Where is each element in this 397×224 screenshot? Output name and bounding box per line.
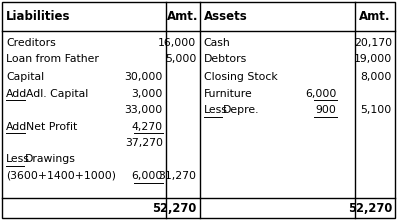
Text: Amt.: Amt.: [167, 10, 198, 23]
Text: Depre.: Depre.: [223, 105, 259, 115]
Text: 37,270: 37,270: [125, 138, 163, 148]
Text: Cash: Cash: [204, 38, 230, 47]
Text: 30,000: 30,000: [124, 72, 163, 82]
Text: 20,170: 20,170: [354, 38, 392, 47]
Text: 3,000: 3,000: [131, 89, 163, 99]
Text: 5,100: 5,100: [360, 105, 392, 115]
Text: 4,270: 4,270: [132, 122, 163, 131]
Text: Less: Less: [204, 105, 227, 115]
Text: 6,000: 6,000: [305, 89, 337, 99]
Text: Drawings: Drawings: [25, 155, 76, 164]
Text: 33,000: 33,000: [125, 105, 163, 115]
Text: (3600+1400+1000): (3600+1400+1000): [6, 171, 116, 181]
Text: 900: 900: [316, 105, 337, 115]
Text: Loan from Father: Loan from Father: [6, 54, 99, 64]
Text: Less: Less: [6, 155, 30, 164]
Text: Amt.: Amt.: [359, 10, 391, 23]
Text: Add: Add: [6, 122, 27, 131]
Text: 31,270: 31,270: [158, 171, 197, 181]
Text: Capital: Capital: [6, 72, 44, 82]
Text: Add: Add: [6, 89, 27, 99]
Text: Adl. Capital: Adl. Capital: [26, 89, 89, 99]
Text: Debtors: Debtors: [204, 54, 247, 64]
Text: 16,000: 16,000: [158, 38, 197, 47]
Text: Liabilities: Liabilities: [6, 10, 70, 23]
Text: 19,000: 19,000: [354, 54, 392, 64]
Text: 5,000: 5,000: [165, 54, 197, 64]
Text: Assets: Assets: [204, 10, 247, 23]
Text: Furniture: Furniture: [204, 89, 252, 99]
Text: 52,270: 52,270: [348, 202, 392, 215]
FancyBboxPatch shape: [2, 2, 395, 218]
Text: Net Profit: Net Profit: [26, 122, 77, 131]
Text: 6,000: 6,000: [131, 171, 163, 181]
Text: Closing Stock: Closing Stock: [204, 72, 278, 82]
Text: 52,270: 52,270: [152, 202, 197, 215]
Text: Creditors: Creditors: [6, 38, 56, 47]
Text: 8,000: 8,000: [360, 72, 392, 82]
